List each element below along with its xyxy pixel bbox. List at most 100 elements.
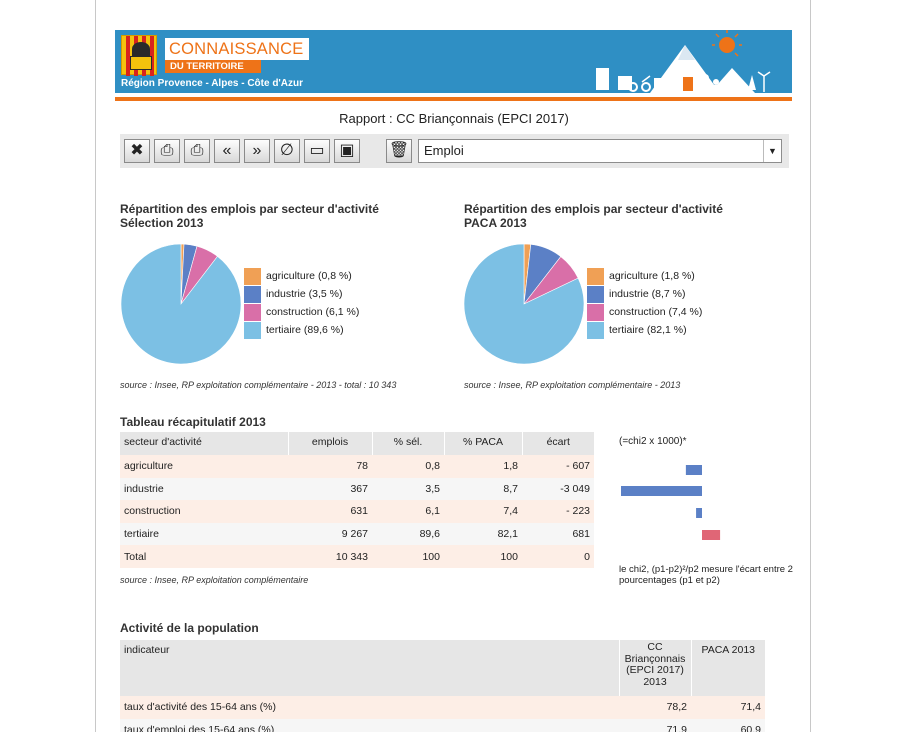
table-cell: 367: [288, 477, 372, 501]
table-cell: 0,8: [372, 455, 444, 478]
legend-swatch: [244, 322, 261, 339]
banner-illustration: [596, 30, 771, 93]
chi2-bar: [696, 508, 702, 518]
legend-label: tertiaire (89,6 %): [266, 324, 344, 336]
chevron-down-icon[interactable]: ▼: [763, 140, 781, 162]
table-cell: 3,5: [372, 477, 444, 501]
next-icon[interactable]: »: [244, 139, 270, 163]
table-row: Total 10 343 100 100 0: [120, 545, 594, 568]
pie-selection-title-line2: Sélection 2013: [120, 216, 204, 230]
chi2-chart-title: (=chi2 x 1000)*: [619, 436, 687, 447]
legend-label: agriculture (0,8 %): [266, 270, 352, 282]
pie-selection-title: Répartition des emplois par secteur d'ac…: [120, 202, 379, 230]
table-cell: 60,9: [691, 718, 765, 732]
legend-swatch: [587, 286, 604, 303]
legend-swatch: [244, 268, 261, 285]
legend-label: agriculture (1,8 %): [609, 270, 695, 282]
activite-title: Activité de la population: [120, 621, 259, 635]
recap-header-4: écart: [521, 432, 594, 455]
table-cell: 78: [288, 455, 372, 478]
legend-label: construction (7,4 %): [609, 306, 703, 318]
recap-header-1: emplois: [287, 432, 372, 455]
toolbar: ✖ ⎙ ⎙ « » ∅ ▭ ▣ 🗑 Emploi ▼: [120, 134, 789, 168]
table-cell: industrie: [120, 477, 288, 501]
table-cell: taux d'emploi des 15-64 ans (%): [120, 718, 619, 732]
table-cell: 0: [522, 545, 594, 568]
pie-paca-source: source : Insee, RP exploitation compléme…: [464, 380, 681, 390]
table-cell: 71,4: [691, 696, 765, 719]
report-page: CONNAISSANCE DU TERRITOIRE Région Proven…: [95, 0, 811, 732]
header-banner: CONNAISSANCE DU TERRITOIRE Région Proven…: [115, 30, 792, 93]
header-divider: [115, 97, 792, 101]
legend-label: construction (6,1 %): [266, 306, 360, 318]
table-cell: 100: [372, 545, 444, 568]
close-icon[interactable]: ✖: [124, 139, 150, 163]
pie-selection-title-line1: Répartition des emplois par secteur d'ac…: [120, 202, 379, 216]
table-row: tertiaire 9 267 89,6 82,1 681: [120, 522, 594, 546]
pie-paca-title-line1: Répartition des emplois par secteur d'ac…: [464, 202, 723, 216]
table-row: construction 631 6,1 7,4- 223: [120, 500, 594, 523]
table-cell: construction: [120, 500, 288, 523]
recap-title: Tableau récapitulatif 2013: [120, 415, 266, 429]
print-all-icon[interactable]: ⎙: [184, 139, 210, 163]
legend-label: industrie (3,5 %): [266, 288, 343, 300]
print-icon[interactable]: ⎙: [154, 139, 180, 163]
legend-label: tertiaire (82,1 %): [609, 324, 687, 336]
chi2-bar-chart: [621, 465, 721, 540]
layout-icon[interactable]: ▭: [304, 139, 330, 163]
table-cell: agriculture: [120, 455, 288, 478]
pie-chart-paca: [463, 243, 585, 365]
table-cell: 9 267: [288, 522, 372, 546]
table-cell: 10 343: [288, 545, 372, 568]
recap-header-3: % PACA: [443, 432, 522, 455]
table-cell: 6,1: [372, 500, 444, 523]
table-row: industrie 367 3,5 8,7 -3 049: [120, 477, 594, 501]
activite-header-indicateur: indicateur: [120, 640, 619, 696]
legend-swatch: [244, 286, 261, 303]
table-cell: -3 049: [522, 477, 594, 501]
logo-title: CONNAISSANCE: [165, 38, 309, 60]
legend-swatch: [587, 304, 604, 321]
activite-header-paca: PACA 2013: [690, 640, 765, 696]
activite-header-selection: CC Briançonnais (EPCI 2017) 2013: [618, 640, 691, 696]
pie-selection-source: source : Insee, RP exploitation compléme…: [120, 380, 397, 390]
legend-label: industrie (8,7 %): [609, 288, 686, 300]
chi2-note: le chi2, (p1-p2)²/p2 mesure l'écart entr…: [619, 564, 793, 586]
clear-icon[interactable]: ∅: [274, 139, 300, 163]
trash-icon[interactable]: 🗑: [386, 139, 412, 163]
table-cell: 8,7: [444, 477, 522, 501]
chi2-bar: [621, 486, 702, 496]
pie-chart-selection: [120, 243, 242, 365]
theme-select-value: Emploi: [424, 143, 464, 158]
table-row: agriculture 78 0,8 1,8- 607: [120, 455, 594, 478]
logo-subtitle: DU TERRITOIRE: [165, 60, 261, 73]
table-cell: 89,6: [372, 522, 444, 546]
legend-swatch: [587, 322, 604, 339]
table-cell: 681: [522, 522, 594, 546]
legend-swatch: [244, 304, 261, 321]
region-name: Région Provence - Alpes - Côte d'Azur: [121, 78, 304, 89]
activite-table: indicateur CC Briançonnais (EPCI 2017) 2…: [120, 640, 765, 732]
save-icon[interactable]: ▣: [334, 139, 360, 163]
recap-header-0: secteur d'activité: [120, 432, 288, 455]
table-cell: - 607: [522, 455, 594, 478]
table-cell: 631: [288, 500, 372, 523]
chi2-bar: [685, 465, 702, 475]
theme-select[interactable]: Emploi ▼: [418, 139, 782, 163]
pie-paca-title-line2: PACA 2013: [464, 216, 527, 230]
legend-swatch: [587, 268, 604, 285]
recap-source: source : Insee, RP exploitation compléme…: [120, 575, 309, 585]
report-title: Rapport : CC Briançonnais (EPCI 2017): [339, 111, 569, 126]
table-cell: 100: [444, 545, 522, 568]
table-cell: 7,4: [444, 500, 522, 523]
pie-slice: [463, 243, 585, 365]
previous-icon[interactable]: «: [214, 139, 240, 163]
recap-table: secteur d'activité emplois% sél.% PACA éca…: [120, 432, 594, 568]
recap-header-2: % sél.: [371, 432, 444, 455]
table-row: taux d'activité des 15-64 ans (%) 78,2 71,…: [120, 696, 765, 719]
table-cell: 1,8: [444, 455, 522, 478]
table-cell: 71,9: [619, 718, 691, 732]
pie-paca-title: Répartition des emplois par secteur d'ac…: [464, 202, 723, 230]
table-cell: 82,1: [444, 522, 522, 546]
table-cell: taux d'activité des 15-64 ans (%): [120, 696, 619, 719]
